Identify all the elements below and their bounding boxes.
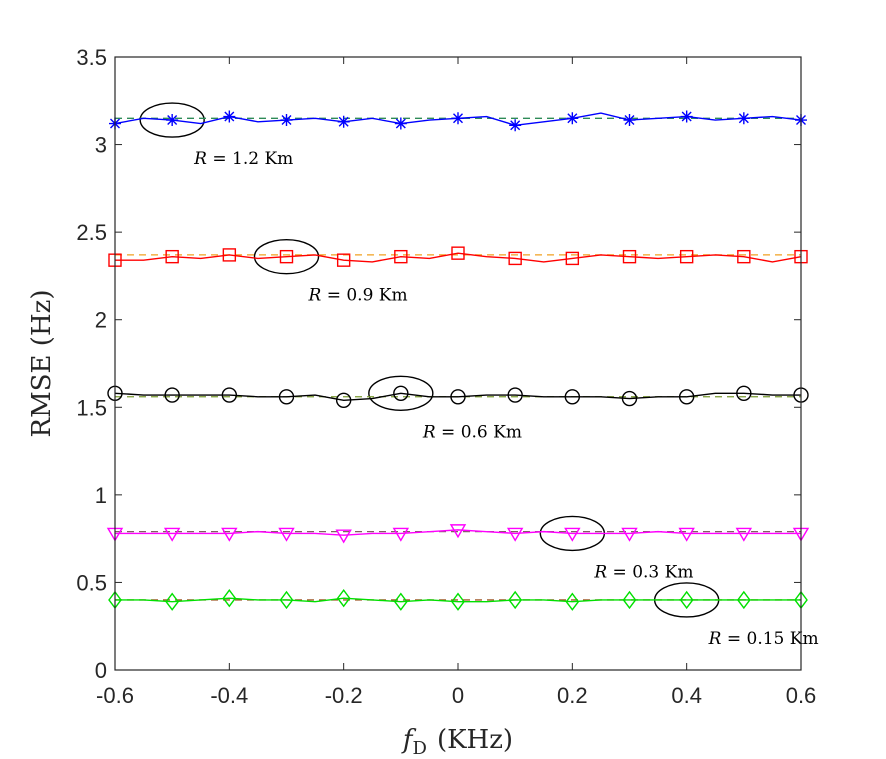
data-point <box>452 112 464 125</box>
x-axis-sub: D <box>413 738 427 759</box>
data-point <box>392 527 410 542</box>
y-tick-label: 1 <box>95 483 107 508</box>
series-annotation: R = 0.3 Km <box>593 562 693 582</box>
y-tick-label: 3.5 <box>76 45 107 70</box>
annotation-ellipse <box>253 238 320 275</box>
series-annotation: R = 1.2 Km <box>193 149 293 169</box>
annotation-ellipse <box>368 375 434 411</box>
data-point <box>394 117 407 130</box>
data-point <box>509 119 522 132</box>
data-point <box>735 527 753 542</box>
tick-labels: -0.6 -0.4 -0.2 0 0.2 0.4 0.6 0 0.5 1 1.5 2 2.5 3 3.5 <box>76 45 816 708</box>
data-point <box>165 592 180 611</box>
data-point <box>678 527 695 542</box>
y-tick-label: 0.5 <box>76 570 107 595</box>
data-point <box>566 112 579 125</box>
data-point <box>393 592 408 611</box>
series-annotation: R = 0.6 Km <box>422 422 522 442</box>
data-point <box>680 110 693 123</box>
data-point <box>450 389 466 405</box>
ticks <box>114 56 802 671</box>
data-point <box>621 390 638 407</box>
data-point <box>221 527 238 542</box>
series-2 <box>107 385 809 408</box>
data-point <box>278 389 295 405</box>
series-line <box>115 252 802 263</box>
data-point <box>621 527 638 542</box>
data-point <box>163 527 181 542</box>
data-point <box>506 527 524 542</box>
data-point <box>507 387 523 403</box>
x-tick-label: 0.2 <box>557 683 588 708</box>
data-point <box>564 389 581 405</box>
data-point <box>223 110 236 123</box>
data-point <box>737 249 751 264</box>
data-point <box>222 589 237 608</box>
data-point <box>335 392 352 408</box>
data-point <box>564 527 581 542</box>
data-point <box>166 114 179 127</box>
series-0 <box>109 110 807 132</box>
series-3 <box>106 524 810 544</box>
y-axis-title: RMSE (Hz) <box>27 290 57 438</box>
data-point <box>279 249 294 264</box>
data-point <box>622 249 637 264</box>
series-annotation: R = 0.15 Km <box>708 629 819 649</box>
data-point <box>335 529 352 544</box>
data-point <box>622 590 637 610</box>
series-1 <box>108 246 808 267</box>
series-annotation: R = 0.9 Km <box>308 286 408 306</box>
data-point <box>222 248 237 262</box>
x-tick-label: -0.6 <box>96 683 134 708</box>
data-point <box>393 385 409 401</box>
data-point <box>736 590 751 610</box>
data-point <box>336 253 351 267</box>
data-point <box>736 385 752 401</box>
y-tick-label: 2 <box>95 308 107 333</box>
series-layer <box>106 110 810 611</box>
data-point <box>165 249 179 264</box>
data-point <box>279 590 294 610</box>
data-point <box>280 114 293 127</box>
data-point <box>449 524 467 539</box>
data-point <box>451 246 465 260</box>
series-line <box>115 529 801 536</box>
data-point <box>221 387 238 403</box>
data-point <box>451 592 465 611</box>
x-tick-label: 0.6 <box>786 683 817 708</box>
data-point <box>508 590 523 610</box>
series-4 <box>108 589 808 611</box>
x-tick-label: 0 <box>452 683 464 708</box>
data-point <box>164 387 180 403</box>
y-tick-label: 2.5 <box>76 220 107 245</box>
data-point <box>678 389 695 405</box>
series-line <box>114 392 801 401</box>
data-point <box>278 527 295 542</box>
data-point <box>679 249 694 264</box>
data-point <box>337 115 350 128</box>
annotations: R = 1.2 Km R = 0.9 Km R = 0.6 Km R = 0.3 Km… <box>139 102 819 649</box>
series-line <box>115 597 801 603</box>
x-axis-unit: (KHz) <box>437 725 513 755</box>
annotation-ellipse <box>139 102 205 138</box>
data-point <box>565 251 580 266</box>
x-axis-title: fD (KHz) <box>401 725 513 759</box>
data-point <box>508 251 522 266</box>
y-tick-label: 3 <box>95 133 107 158</box>
x-tick-label: -0.2 <box>325 683 363 708</box>
data-point <box>394 249 408 264</box>
data-point <box>336 589 351 608</box>
x-tick-label: -0.4 <box>210 683 248 708</box>
data-point <box>565 592 580 611</box>
data-point <box>623 114 636 127</box>
y-tick-label: 1.5 <box>76 395 107 420</box>
data-point <box>679 590 694 610</box>
data-point <box>737 112 750 125</box>
y-tick-label: 0 <box>95 658 107 683</box>
x-tick-label: 0.4 <box>671 683 702 708</box>
